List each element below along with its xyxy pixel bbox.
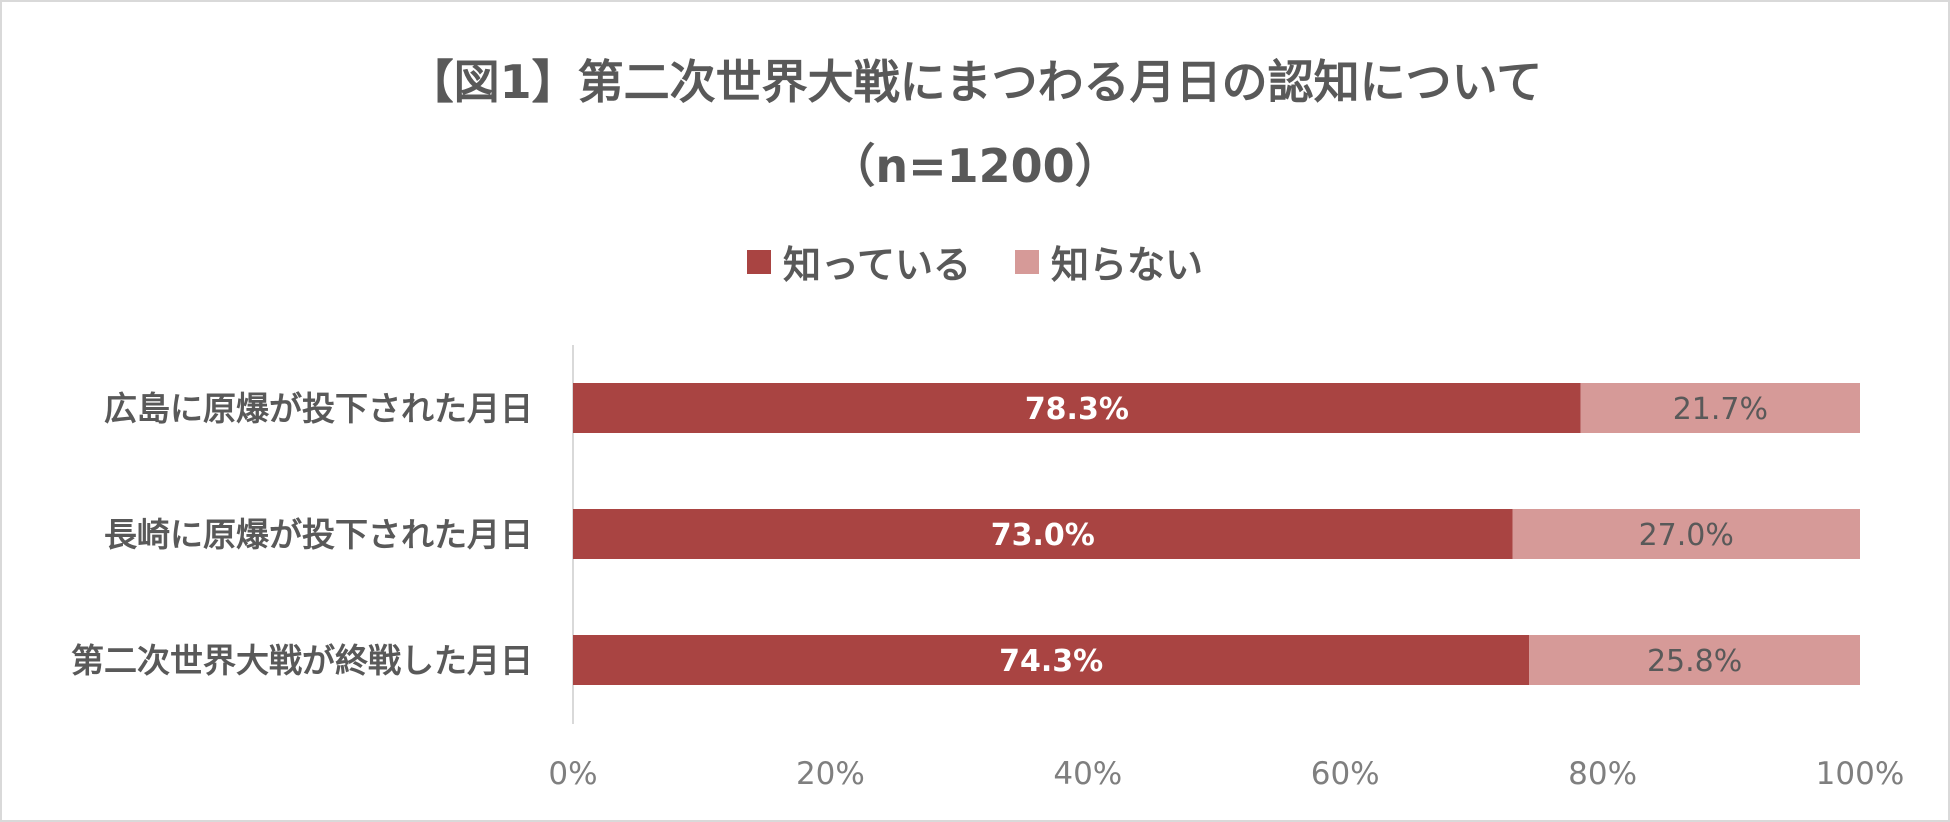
category-label-0: 広島に原爆が投下された月日 (104, 389, 533, 428)
legend-label-unknown: 知らない (1051, 243, 1204, 287)
x-tick-label-5: 100% (1816, 756, 1905, 792)
category-label-1: 長崎に原爆が投下された月日 (104, 515, 533, 554)
legend-swatch-known (746, 249, 771, 274)
chart-legend: 知っている 知らない (2, 234, 1948, 289)
chart-title: 【図1】第二次世界大戦にまつわる月日の認知について （n=1200） (2, 40, 1948, 208)
legend-label-known: 知っている (782, 243, 972, 287)
x-tick-label-3: 60% (1311, 756, 1380, 792)
legend-swatch-unknown (1015, 249, 1040, 274)
data-label-known-1: 73.0% (991, 518, 1095, 553)
bar-unknown-1 (1512, 509, 1860, 559)
bar-known-0 (573, 383, 1581, 433)
bar-unknown-0 (1580, 383, 1860, 433)
chart-title-line2: （n=1200） (829, 139, 1121, 193)
bar-known-1 (573, 509, 1513, 559)
legend-item-known: 知っている (746, 234, 972, 289)
x-tick-label-2: 40% (1053, 756, 1122, 792)
legend-item-unknown: 知らない (1015, 234, 1203, 289)
category-label-2: 第二次世界大戦が終戦した月日 (71, 641, 533, 680)
data-label-unknown-1: 27.0% (1639, 518, 1734, 553)
x-tick-label-0: 0% (548, 756, 597, 792)
x-tick-label-1: 20% (796, 756, 865, 792)
chart-title-line1: 【図1】第二次世界大戦にまつわる月日の認知について (407, 55, 1543, 109)
bar-unknown-2 (1529, 635, 1860, 685)
x-tick-label-4: 80% (1568, 756, 1637, 792)
bar-known-2 (573, 635, 1530, 685)
data-label-known-2: 74.3% (999, 644, 1103, 679)
data-label-unknown-0: 21.7% (1673, 392, 1768, 427)
data-label-unknown-2: 25.8% (1647, 644, 1742, 679)
data-label-known-0: 78.3% (1025, 392, 1129, 427)
